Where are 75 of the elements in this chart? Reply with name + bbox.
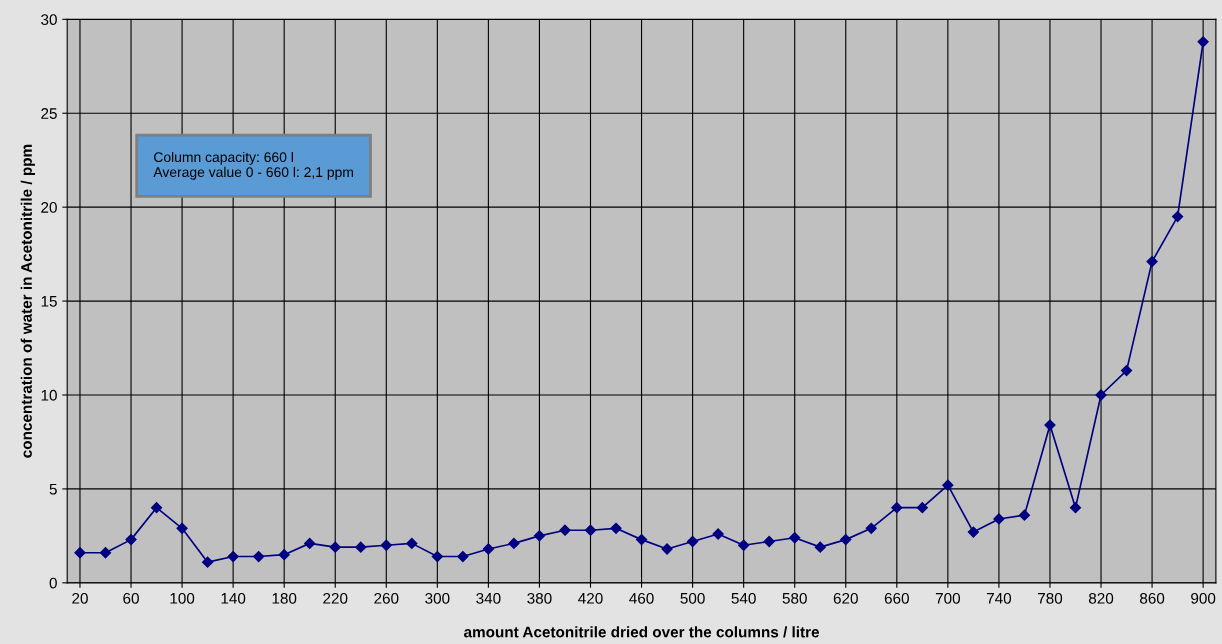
x-tick-label: 300 xyxy=(425,592,450,604)
point xyxy=(278,549,290,561)
point xyxy=(738,539,750,551)
x-tick-label: 500 xyxy=(680,592,705,604)
x-tick-label: 220 xyxy=(323,592,348,604)
point xyxy=(99,547,112,559)
point xyxy=(686,535,699,548)
x-tick-label: 700 xyxy=(935,592,961,604)
y-tick-label: 10 xyxy=(41,389,57,401)
point xyxy=(201,556,214,568)
point xyxy=(304,537,316,549)
point xyxy=(176,522,188,534)
y-tick-label: 15 xyxy=(41,296,57,307)
x-axis-title: amount Acetonitrile dried over the columns / litre xyxy=(464,626,820,638)
x-tick-label: 180 xyxy=(272,592,297,604)
point xyxy=(508,537,520,549)
point xyxy=(355,541,367,553)
x-tick-label: 420 xyxy=(578,592,603,604)
y-tick-label: 30 xyxy=(41,14,57,26)
x-tick-label: 260 xyxy=(374,592,399,604)
point xyxy=(1018,509,1031,521)
point xyxy=(814,541,826,553)
x-tick-label: 860 xyxy=(1139,592,1165,604)
point xyxy=(482,543,494,555)
point xyxy=(559,524,571,536)
x-tick-label: 900 xyxy=(1191,592,1216,604)
point xyxy=(712,528,724,540)
x-tick-label: 660 xyxy=(884,592,909,604)
x-tick-label: 540 xyxy=(731,592,756,604)
point xyxy=(431,550,443,563)
point xyxy=(253,550,265,563)
x-tick-label: 340 xyxy=(476,592,501,604)
point xyxy=(74,547,86,559)
x-tick-label: 460 xyxy=(629,592,654,604)
point xyxy=(380,539,392,551)
point xyxy=(150,502,163,514)
point xyxy=(1069,502,1082,514)
point xyxy=(533,530,546,542)
y-tick-label: 5 xyxy=(49,483,57,495)
point xyxy=(789,532,801,544)
point xyxy=(406,537,418,549)
x-tick-label: 100 xyxy=(170,592,195,604)
point xyxy=(1171,210,1184,223)
x-tick-label: 20 xyxy=(72,592,88,604)
point xyxy=(865,522,877,534)
point xyxy=(763,535,775,548)
annotation: Column capacity: 660 l Average value 0 - 660 l: 2,1 ppm xyxy=(153,151,353,180)
y-tick-label: 0 xyxy=(49,577,57,589)
point xyxy=(125,534,137,546)
point xyxy=(635,534,648,546)
x-tick-label: 820 xyxy=(1088,592,1114,604)
point xyxy=(584,524,597,536)
point xyxy=(993,513,1005,525)
x-tick-label: 140 xyxy=(221,592,246,604)
point xyxy=(942,479,954,491)
point xyxy=(457,550,469,563)
y-tick-label: 20 xyxy=(41,202,57,213)
y-tick-label: 25 xyxy=(41,108,57,119)
point xyxy=(967,526,979,538)
point xyxy=(916,502,928,514)
x-tick-label: 60 xyxy=(123,592,139,604)
x-tick-label: 380 xyxy=(527,592,552,604)
x-tick-label: 580 xyxy=(782,592,807,604)
x-tick-label: 620 xyxy=(833,592,858,604)
x-tick-label: 740 xyxy=(986,592,1012,604)
point xyxy=(1120,364,1133,377)
point xyxy=(610,522,622,534)
y-axis-title: concentration of water in Acetonitrile / ppm xyxy=(20,144,35,458)
x-tick-label: 780 xyxy=(1038,592,1063,604)
point xyxy=(329,541,341,553)
point xyxy=(227,550,239,563)
point xyxy=(891,502,903,514)
point xyxy=(1197,36,1209,48)
point xyxy=(1146,256,1158,268)
point xyxy=(840,534,852,546)
